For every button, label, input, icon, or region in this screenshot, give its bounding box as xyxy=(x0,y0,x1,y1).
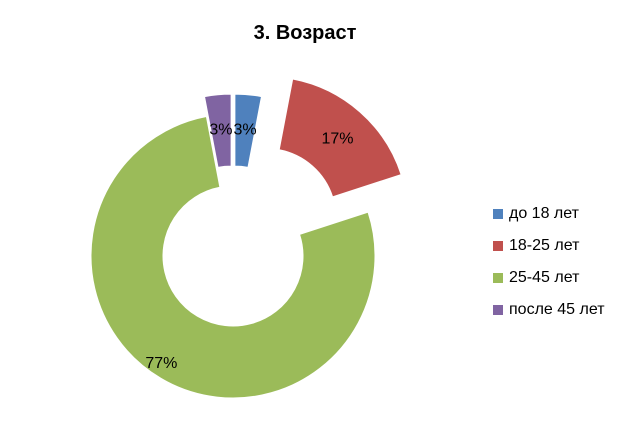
slice-data-label: 3% xyxy=(209,122,232,139)
legend-swatch xyxy=(493,241,503,251)
donut-slice xyxy=(278,78,402,198)
chart-title: 3. Возраст xyxy=(253,22,357,44)
legend-label: 18-25 лет xyxy=(509,237,580,254)
slice-data-label: 3% xyxy=(233,122,256,139)
legend-swatch xyxy=(493,209,503,219)
legend-swatch xyxy=(493,273,503,283)
legend-item: до 18 лет xyxy=(493,198,605,230)
legend-label: до 18 лет xyxy=(509,205,579,222)
legend-item: 18-25 лет xyxy=(493,230,605,262)
legend-swatch xyxy=(493,305,503,315)
legend-label: после 45 лет xyxy=(509,301,605,318)
legend-item: 25-45 лет xyxy=(493,262,605,294)
donut-slice xyxy=(90,115,376,399)
legend-label: 25-45 лет xyxy=(509,269,580,286)
legend: до 18 лет 18-25 лет 25-45 лет после 45 л… xyxy=(493,198,605,326)
donut-slice xyxy=(234,93,263,168)
donut-slice xyxy=(203,93,232,168)
slice-data-label: 77% xyxy=(145,355,177,372)
legend-item: после 45 лет xyxy=(493,294,605,326)
slice-data-label: 17% xyxy=(321,130,353,147)
